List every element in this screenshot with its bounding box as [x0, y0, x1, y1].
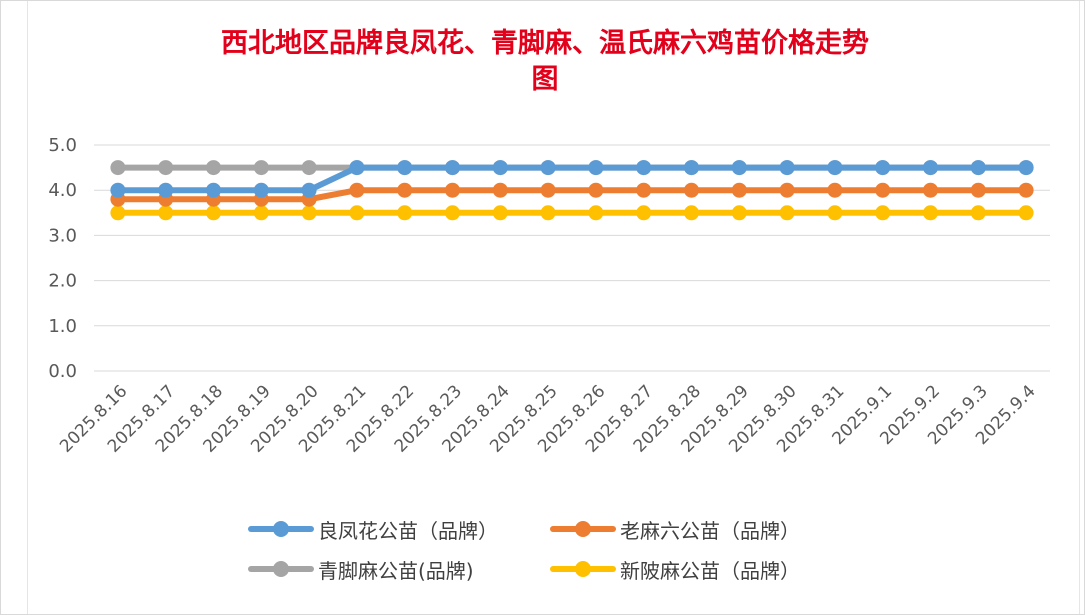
- legend-item-laomaliu[interactable]: 老麻六公苗（品牌）: [550, 514, 800, 544]
- legend-swatch-liangfenghua: [248, 514, 314, 544]
- y-tick-label: 4.0: [48, 180, 77, 201]
- chart-title: 西北地区品牌良凤花、青脚麻、温氏麻六鸡苗价格走势 图: [120, 26, 970, 98]
- legend-item-liangfenghua[interactable]: 良凤花公苗（品牌）: [248, 514, 498, 544]
- data-point[interactable]: [923, 160, 938, 176]
- data-point[interactable]: [206, 182, 221, 198]
- y-axis: 0.0 1.0 2.0 3.0 4.0 5.0: [48, 135, 77, 382]
- chart-title-line-2: 图: [531, 64, 559, 95]
- data-point[interactable]: [301, 182, 317, 198]
- data-point[interactable]: [779, 205, 795, 221]
- data-point[interactable]: [253, 182, 269, 198]
- y-tick-label: 0.0: [48, 361, 77, 382]
- data-point[interactable]: [540, 160, 556, 176]
- y-tick-label: 3.0: [48, 225, 77, 246]
- legend-swatch-laomaliu: [550, 514, 616, 544]
- data-point[interactable]: [492, 205, 508, 221]
- data-point[interactable]: [636, 205, 652, 221]
- data-point[interactable]: [206, 205, 221, 221]
- data-point[interactable]: [970, 160, 986, 176]
- data-point[interactable]: [923, 205, 938, 221]
- data-point[interactable]: [158, 205, 174, 221]
- data-point[interactable]: [110, 205, 126, 221]
- series-line: [114, 187, 1030, 203]
- data-point[interactable]: [731, 160, 747, 176]
- data-point[interactable]: [445, 160, 460, 176]
- data-point[interactable]: [540, 182, 556, 198]
- data-point[interactable]: [684, 182, 699, 198]
- data-point[interactable]: [875, 205, 891, 221]
- legend-label-qingjiaoma: 青脚麻公苗(品牌): [318, 558, 474, 583]
- data-point[interactable]: [827, 205, 843, 221]
- legend-label-liangfenghua: 良凤花公苗（品牌）: [318, 518, 498, 543]
- sheet-gridline: [1079, 1, 1080, 614]
- series-group: [110, 160, 1034, 221]
- series-3: [110, 205, 1034, 221]
- sheet-gridline: [27, 1, 28, 614]
- data-point[interactable]: [684, 160, 699, 176]
- legend-swatch-xinpima: [550, 554, 616, 584]
- data-point[interactable]: [588, 205, 604, 221]
- data-point[interactable]: [827, 182, 843, 198]
- legend-item-xinpima[interactable]: 新陂麻公苗（品牌）: [550, 554, 800, 584]
- data-point[interactable]: [445, 205, 460, 221]
- y-tick-label: 1.0: [48, 316, 77, 337]
- data-point[interactable]: [731, 205, 747, 221]
- data-point[interactable]: [397, 182, 413, 198]
- data-point[interactable]: [492, 160, 508, 176]
- data-point[interactable]: [158, 182, 174, 198]
- data-point[interactable]: [1018, 205, 1034, 221]
- data-point[interactable]: [110, 160, 126, 176]
- data-point[interactable]: [636, 160, 652, 176]
- series-line: [114, 164, 1030, 194]
- data-point[interactable]: [397, 205, 413, 221]
- gridlines: [94, 144, 1050, 372]
- data-point[interactable]: [540, 205, 556, 221]
- series-1: [110, 182, 1034, 207]
- data-point[interactable]: [970, 182, 986, 198]
- data-point[interactable]: [779, 160, 795, 176]
- data-point[interactable]: [731, 182, 747, 198]
- legend-label-xinpima: 新陂麻公苗（品牌）: [620, 558, 800, 583]
- data-point[interactable]: [1018, 160, 1034, 176]
- data-point[interactable]: [875, 182, 891, 198]
- data-point[interactable]: [492, 182, 508, 198]
- data-point[interactable]: [779, 182, 795, 198]
- data-point[interactable]: [875, 160, 891, 176]
- data-point[interactable]: [349, 182, 365, 198]
- data-point[interactable]: [588, 182, 604, 198]
- data-point[interactable]: [397, 160, 413, 176]
- legend-label-laomaliu: 老麻六公苗（品牌）: [620, 518, 800, 543]
- data-point[interactable]: [349, 160, 365, 176]
- legend-swatch-qingjiaoma: [248, 554, 314, 584]
- data-point[interactable]: [636, 182, 652, 198]
- data-point[interactable]: [206, 160, 221, 176]
- data-point[interactable]: [970, 205, 986, 221]
- x-axis: 2025.8.162025.8.172025.8.182025.8.192025…: [56, 381, 1040, 456]
- y-tick-label: 5.0: [48, 135, 77, 156]
- data-point[interactable]: [158, 160, 174, 176]
- legend-item-qingjiaoma[interactable]: 青脚麻公苗(品牌): [248, 554, 474, 584]
- y-tick-label: 2.0: [48, 271, 77, 292]
- data-point[interactable]: [827, 160, 843, 176]
- data-point[interactable]: [253, 160, 269, 176]
- data-point[interactable]: [110, 182, 126, 198]
- data-point[interactable]: [1018, 182, 1034, 198]
- data-point[interactable]: [588, 160, 604, 176]
- data-point[interactable]: [684, 205, 699, 221]
- data-point[interactable]: [301, 205, 317, 221]
- chart-title-line-1: 西北地区品牌良凤花、青脚麻、温氏麻六鸡苗价格走势: [221, 28, 869, 59]
- series-0: [110, 160, 1034, 198]
- data-point[interactable]: [349, 205, 365, 221]
- data-point[interactable]: [253, 205, 269, 221]
- data-point[interactable]: [301, 160, 317, 176]
- data-point[interactable]: [923, 182, 938, 198]
- data-point[interactable]: [445, 182, 460, 198]
